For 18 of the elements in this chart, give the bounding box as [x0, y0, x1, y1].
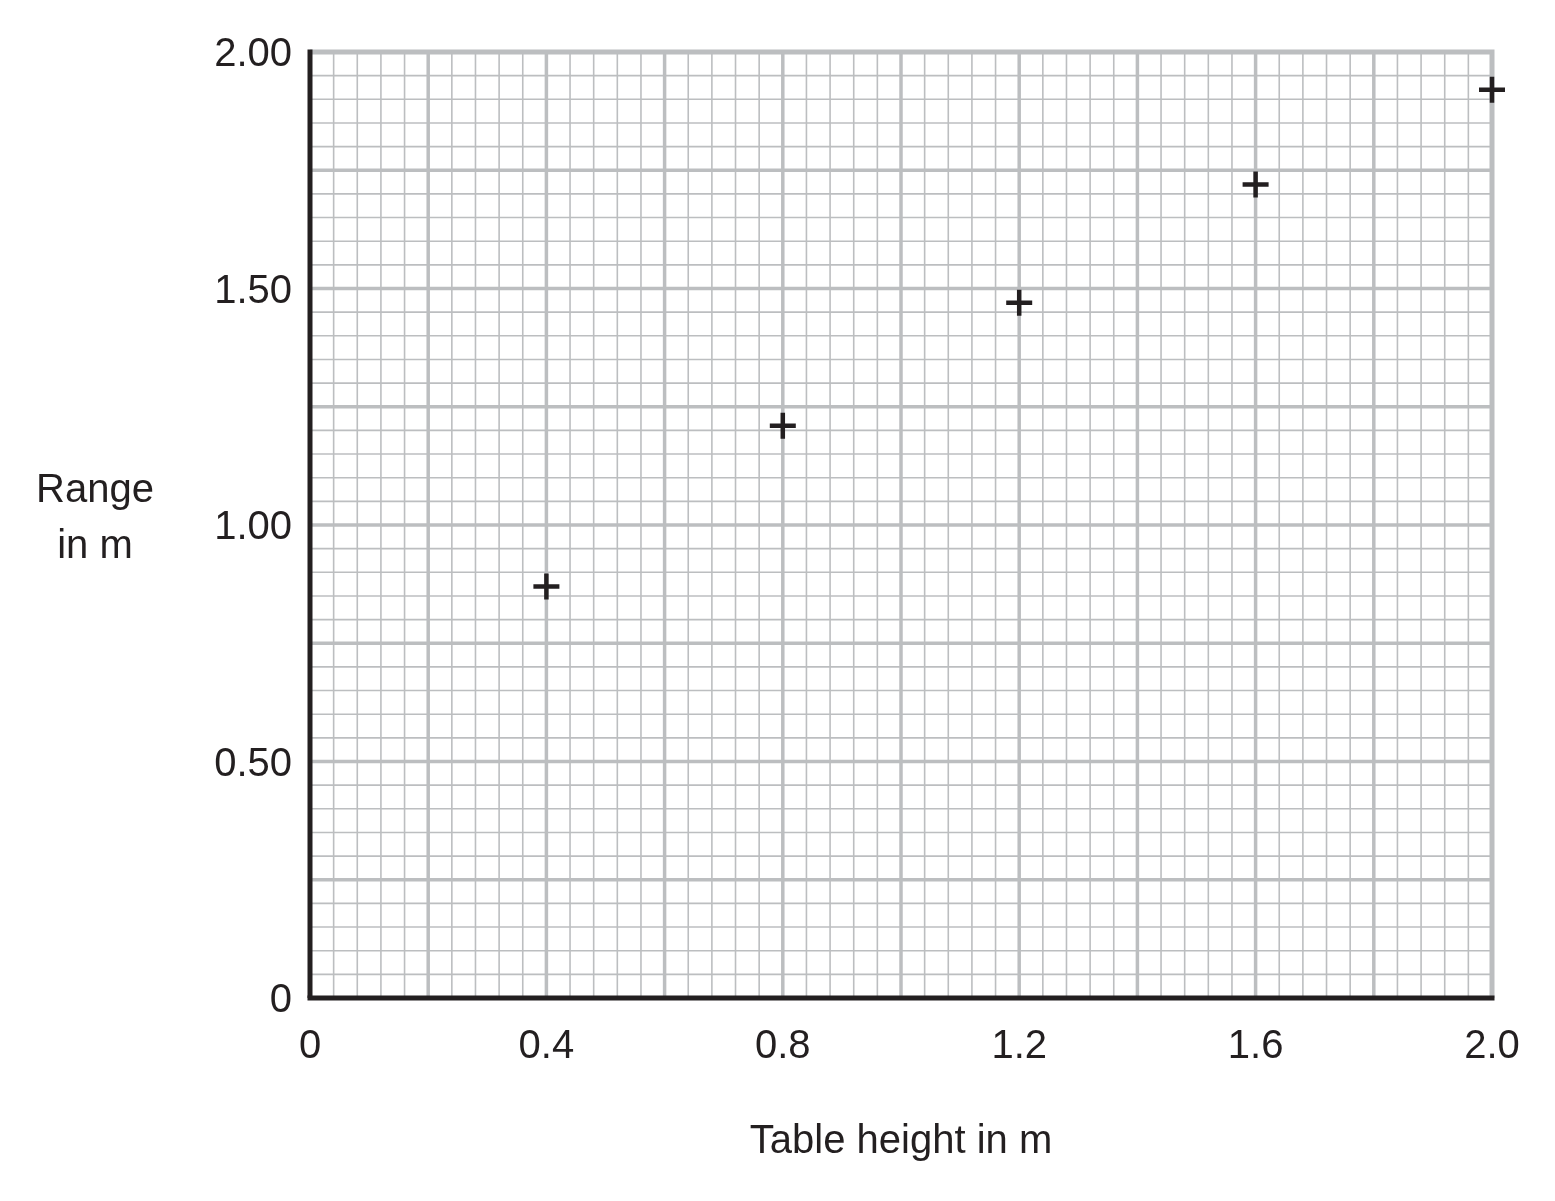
x-tick-label: 0 [298, 1022, 322, 1066]
y-axis-title: Range in m [36, 466, 154, 566]
point [1242, 171, 1269, 198]
x-tick-label: 1.2 [991, 1022, 1047, 1066]
point [1479, 76, 1505, 103]
y-tick-label: 2.00 [214, 30, 292, 75]
x-tick-label: 2.0 [1464, 1022, 1520, 1066]
point [533, 573, 560, 600]
y-tick-label: 0.50 [214, 739, 292, 784]
x-tick-label: 0.4 [518, 1022, 575, 1066]
point [769, 412, 796, 439]
point [1006, 289, 1033, 316]
y-tick-label: 1.00 [214, 503, 292, 548]
x-tick-label: 1.6 [1227, 1022, 1284, 1066]
x-tick-label: 0.8 [755, 1022, 811, 1066]
x-axis-title: Table height in m [749, 1117, 1053, 1161]
y-tick-label: 0 [269, 976, 292, 1021]
y-tick-label: 1.50 [214, 266, 292, 311]
